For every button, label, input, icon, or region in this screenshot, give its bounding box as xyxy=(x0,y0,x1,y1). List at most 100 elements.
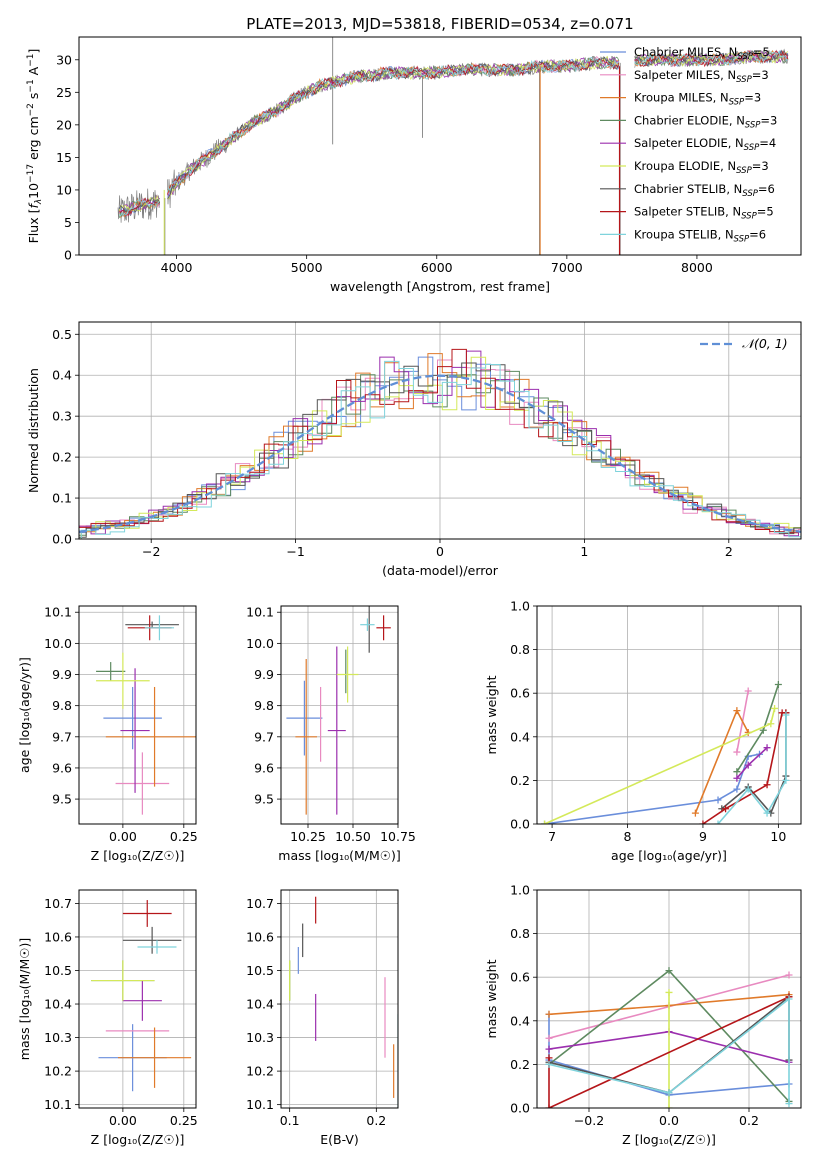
x-tick-label: 10 xyxy=(770,829,786,844)
residual-histogram xyxy=(79,348,801,534)
x-tick-label: 9 xyxy=(699,829,707,844)
legend-entry-n: N xyxy=(725,227,734,241)
legend-entry-n: N xyxy=(720,91,729,105)
legend-entry-sub: SSP xyxy=(744,143,760,153)
x-tick-label: 10.50 xyxy=(335,829,371,844)
legend-entry-name: Kroupa STELIB, xyxy=(634,227,725,241)
y-tick-label: 15 xyxy=(56,150,72,165)
legend-entry-count: =5 xyxy=(753,45,770,59)
y-tick-label: 0.2 xyxy=(510,773,530,788)
mass-vs-Z-panel: 0.00 0.25 10.1 10.2 10.3 10.4 10.5 10.6 10.7 Z [l… xyxy=(17,889,198,1147)
x-tick-label: 8 xyxy=(624,829,632,844)
y-tick-label: 20 xyxy=(56,117,72,132)
mass-weight-point xyxy=(545,1104,553,1108)
legend-entry: Salpeter MILES, NSSP=3 xyxy=(634,68,769,85)
legend-entry-count: =4 xyxy=(759,136,776,150)
legend-entry-sub: SSP xyxy=(741,212,757,222)
x-tick-label: −0.2 xyxy=(574,1113,604,1128)
mass-vs-ebv-plot xyxy=(289,896,398,1108)
mass-weight-point xyxy=(759,726,767,734)
y-tick-label: 9.5 xyxy=(254,792,274,807)
y-tick-label: 0.0 xyxy=(510,817,530,832)
y-tick-label: 10.4 xyxy=(44,997,72,1012)
x-tick-label: −2 xyxy=(142,544,160,559)
y-tick-label: 10.0 xyxy=(246,636,274,651)
axes-frame xyxy=(280,605,399,825)
axes-frame xyxy=(280,889,399,1109)
y-axis-label-part: λ xyxy=(34,199,44,205)
age-vs-Z-panel: 0.00 0.25 9.5 9.6 9.7 9.8 9.9 10.0 10.1 Z [log₁₀(… xyxy=(17,605,198,863)
legend-entry-sub: SSP xyxy=(745,120,761,130)
y-tick-label: 9.8 xyxy=(254,698,274,713)
residual-histogram xyxy=(80,360,801,539)
mass-vs-Z-plot xyxy=(91,900,192,1092)
y-tick-label: 10.1 xyxy=(246,605,274,620)
y-tick-label: 10.2 xyxy=(44,1064,72,1079)
y-axis-label-part: −17 xyxy=(26,164,36,183)
mass-weight-point xyxy=(545,1034,553,1042)
y-axis-label-part: −2 xyxy=(26,103,36,116)
mass-weight-point xyxy=(767,720,775,728)
y-tick-label: 10 xyxy=(56,182,72,197)
x-tick-label: 4000 xyxy=(161,260,193,275)
y-tick-label: 9.9 xyxy=(254,667,274,682)
mass-weight-point xyxy=(733,774,741,782)
y-tick-label: 10.6 xyxy=(44,929,72,944)
legend-entry: Salpeter STELIB, NSSP=5 xyxy=(634,205,774,222)
x-tick-label: 10.75 xyxy=(380,829,416,844)
legend-entry-n: N xyxy=(734,182,743,196)
y-axis-label: mass weight xyxy=(484,675,499,754)
x-tick-label: 7 xyxy=(548,829,556,844)
y-axis-label-part: erg cm xyxy=(26,116,41,164)
x-axis-label: Z [log₁₀(Z/Z☉)] xyxy=(91,1132,185,1147)
y-tick-label: 0.2 xyxy=(52,450,72,465)
y-tick-label: 0 xyxy=(64,248,72,263)
x-tick-label: 0.25 xyxy=(170,829,198,844)
mass-weight-point xyxy=(545,1045,553,1053)
y-tick-label: 5 xyxy=(64,215,72,230)
mass-weight-point xyxy=(774,680,782,688)
mass-weight-point xyxy=(699,820,707,824)
legend-entry-name: Salpeter MILES, xyxy=(634,68,727,82)
legend-entry-name: Chabrier MILES, xyxy=(634,45,729,59)
x-tick-label: 0 xyxy=(436,544,444,559)
legend-entry: Chabrier MILES, NSSP=5 xyxy=(634,45,770,62)
massweight-vs-Z-panel: −0.2 0.0 0.2 0.0 0.2 0.4 0.6 0.8 1.0 Z [log₁₀(Z/Z… xyxy=(484,883,802,1147)
mass-weight-line xyxy=(736,747,768,779)
y-tick-label: 0.4 xyxy=(510,729,530,744)
legend-entry-count: =3 xyxy=(752,68,769,82)
x-tick-label: 6000 xyxy=(421,260,453,275)
y-tick-label: 9.7 xyxy=(254,729,274,744)
legend-entry: Chabrier ELODIE, NSSP=3 xyxy=(634,113,777,130)
y-tick-label: 0.2 xyxy=(510,1057,530,1072)
y-axis-label-part: Flux [ xyxy=(26,209,41,244)
mass-weight-point xyxy=(744,687,752,695)
mass-weight-line xyxy=(548,996,790,1108)
y-tick-label: 9.5 xyxy=(52,792,72,807)
axes-frame xyxy=(78,36,802,256)
y-axis-label-part: s xyxy=(26,93,41,104)
y-axis-label-part: −1 xyxy=(26,79,36,92)
mass-weight-point xyxy=(665,988,673,996)
legend-entry-count: =3 xyxy=(760,113,777,127)
y-tick-label: 9.9 xyxy=(52,667,72,682)
age-vs-mass-panel: 10.25 10.50 10.75 9.5 9.6 9.7 9.8 9.9 10.0 10.1 ma… xyxy=(246,605,416,863)
y-tick-label: 1.0 xyxy=(510,599,530,614)
y-tick-label: 10.7 xyxy=(246,896,274,911)
y-tick-label: 0.8 xyxy=(510,642,530,657)
legend-entry-n: N xyxy=(729,45,738,59)
y-tick-label: 10.3 xyxy=(44,1030,72,1045)
x-axis-label: (data-model)/error xyxy=(382,563,499,578)
legend-entry: Kroupa ELODIE, NSSP=3 xyxy=(634,159,769,176)
mass-weight-point xyxy=(665,1089,673,1097)
legend-entry-name: Chabrier ELODIE, xyxy=(634,113,736,127)
y-tick-label: 10.5 xyxy=(44,963,72,978)
y-tick-label: 10.3 xyxy=(246,1030,274,1045)
mass-weight-line xyxy=(548,997,790,1104)
legend-entry-name: Chabrier STELIB, xyxy=(634,182,734,196)
legend-entry: Kroupa MILES, NSSP=3 xyxy=(634,91,761,108)
mass-weight-point xyxy=(722,805,730,813)
axes-frame xyxy=(536,605,802,825)
y-tick-label: 0.0 xyxy=(510,1101,530,1116)
